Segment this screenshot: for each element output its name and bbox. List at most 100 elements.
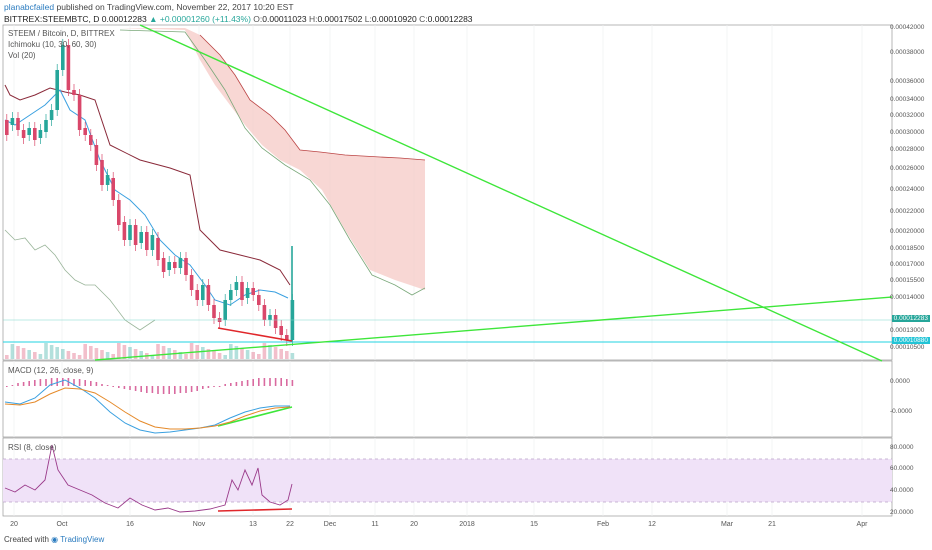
macd-histogram-bar xyxy=(196,386,198,391)
candle[interactable] xyxy=(206,285,211,305)
macd-histogram-bar xyxy=(224,384,226,386)
candle[interactable] xyxy=(105,175,110,185)
candle[interactable] xyxy=(5,120,9,135)
signal-line xyxy=(4,387,291,430)
candle[interactable] xyxy=(83,128,87,135)
macd-histogram-bar xyxy=(213,386,215,387)
candle[interactable] xyxy=(262,305,267,320)
candle[interactable] xyxy=(27,128,31,135)
volume-bar xyxy=(150,355,155,359)
candle[interactable] xyxy=(61,45,65,70)
candle[interactable] xyxy=(55,70,59,110)
macd-legend[interactable]: MACD (12, 26, close, 9) xyxy=(8,366,94,375)
candle[interactable] xyxy=(77,95,82,130)
candle[interactable] xyxy=(195,290,199,300)
candle[interactable] xyxy=(240,282,244,300)
candle[interactable] xyxy=(279,326,283,335)
candle[interactable] xyxy=(33,128,37,140)
time-tick: 11 xyxy=(371,521,379,528)
price-tick: 0.00020000 xyxy=(890,228,925,235)
candle[interactable] xyxy=(128,225,132,240)
candle[interactable] xyxy=(21,130,26,138)
macd-histogram-bar xyxy=(269,378,271,386)
volume-bar xyxy=(189,343,194,359)
candle[interactable] xyxy=(49,110,54,120)
candle[interactable] xyxy=(117,200,121,225)
ichimoku-cloud xyxy=(120,28,425,290)
candle[interactable] xyxy=(212,305,216,318)
macd-histogram-bar xyxy=(17,383,19,386)
volume-bar xyxy=(201,347,205,359)
candle[interactable] xyxy=(273,315,278,328)
candle[interactable] xyxy=(257,295,261,305)
rsi-divergence-line[interactable] xyxy=(217,508,293,512)
candle[interactable] xyxy=(150,235,155,250)
tradingview-link[interactable]: TradingView xyxy=(60,535,105,544)
candle[interactable] xyxy=(268,315,272,320)
candle[interactable] xyxy=(111,178,115,200)
candle[interactable] xyxy=(122,222,127,240)
time-tick: 15 xyxy=(530,521,538,528)
candle[interactable] xyxy=(245,288,250,298)
candle[interactable] xyxy=(89,135,93,145)
volume-bar xyxy=(49,345,54,359)
rsi-legend[interactable]: RSI (8, close) xyxy=(8,443,57,452)
chikou-line xyxy=(4,229,156,331)
volume-bar xyxy=(229,344,233,359)
candle[interactable] xyxy=(133,225,138,245)
candle[interactable] xyxy=(145,232,149,250)
descending-trendline[interactable] xyxy=(139,24,883,362)
macd-histogram-bar xyxy=(22,382,25,386)
candle[interactable] xyxy=(66,45,71,90)
time-tick: Dec xyxy=(323,521,337,528)
candle[interactable] xyxy=(167,262,171,270)
macd-histogram-bar xyxy=(286,379,288,386)
macd-histogram-bar xyxy=(280,378,282,386)
candle[interactable] xyxy=(10,118,15,125)
macd-histogram-bar xyxy=(230,383,232,386)
price-divergence-line[interactable] xyxy=(217,327,293,342)
volume-bar xyxy=(77,355,82,359)
macd-histogram-bar xyxy=(90,381,92,386)
price-tick: 0.00010500 xyxy=(890,344,925,351)
volume-bar xyxy=(279,349,283,359)
candle[interactable] xyxy=(201,285,205,300)
candle[interactable] xyxy=(38,130,43,138)
created-with-text: Created with xyxy=(4,535,49,544)
candle[interactable] xyxy=(161,258,166,272)
candle[interactable] xyxy=(156,238,160,260)
candle[interactable] xyxy=(16,118,20,130)
macd-histogram-bar xyxy=(258,378,260,386)
volume-bar xyxy=(55,347,59,359)
volume-bar xyxy=(139,351,143,359)
candle[interactable] xyxy=(251,288,255,295)
volume-bar xyxy=(33,352,37,359)
candle[interactable] xyxy=(94,145,99,165)
candle[interactable] xyxy=(223,300,227,320)
candle[interactable] xyxy=(139,232,143,243)
candle[interactable] xyxy=(44,120,48,132)
candle[interactable] xyxy=(72,90,76,95)
footer: Created with ◉ TradingView xyxy=(4,535,104,544)
candle[interactable] xyxy=(229,290,233,300)
candle[interactable] xyxy=(189,275,194,290)
candle[interactable] xyxy=(285,335,289,340)
volume-legend[interactable]: Vol (20) xyxy=(8,51,36,60)
candle[interactable] xyxy=(100,160,104,185)
candle[interactable] xyxy=(178,258,183,268)
price-tick: 0.00032000 xyxy=(890,112,925,119)
candle[interactable] xyxy=(173,262,177,268)
ascending-trendline[interactable] xyxy=(94,296,893,361)
candle[interactable] xyxy=(184,258,188,275)
candle[interactable] xyxy=(234,282,239,290)
volume-bar xyxy=(5,355,9,359)
price-tick: 0.00034000 xyxy=(890,96,925,103)
volume-bar xyxy=(245,350,250,359)
author-link[interactable]: planabcfailed xyxy=(4,2,55,12)
time-tick: 13 xyxy=(249,521,257,528)
macd-divergence-line[interactable] xyxy=(217,406,293,427)
ichimoku-legend[interactable]: Ichimoku (10, 30, 60, 30) xyxy=(8,40,97,49)
symbol-ohlc-bar: BITTREX:STEEMBTC, D 0.00012283 ▲ +0.0000… xyxy=(4,14,473,24)
volume-bar xyxy=(61,349,65,359)
